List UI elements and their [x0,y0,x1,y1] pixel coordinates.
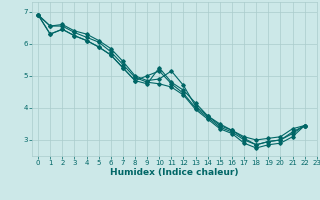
X-axis label: Humidex (Indice chaleur): Humidex (Indice chaleur) [110,168,239,177]
